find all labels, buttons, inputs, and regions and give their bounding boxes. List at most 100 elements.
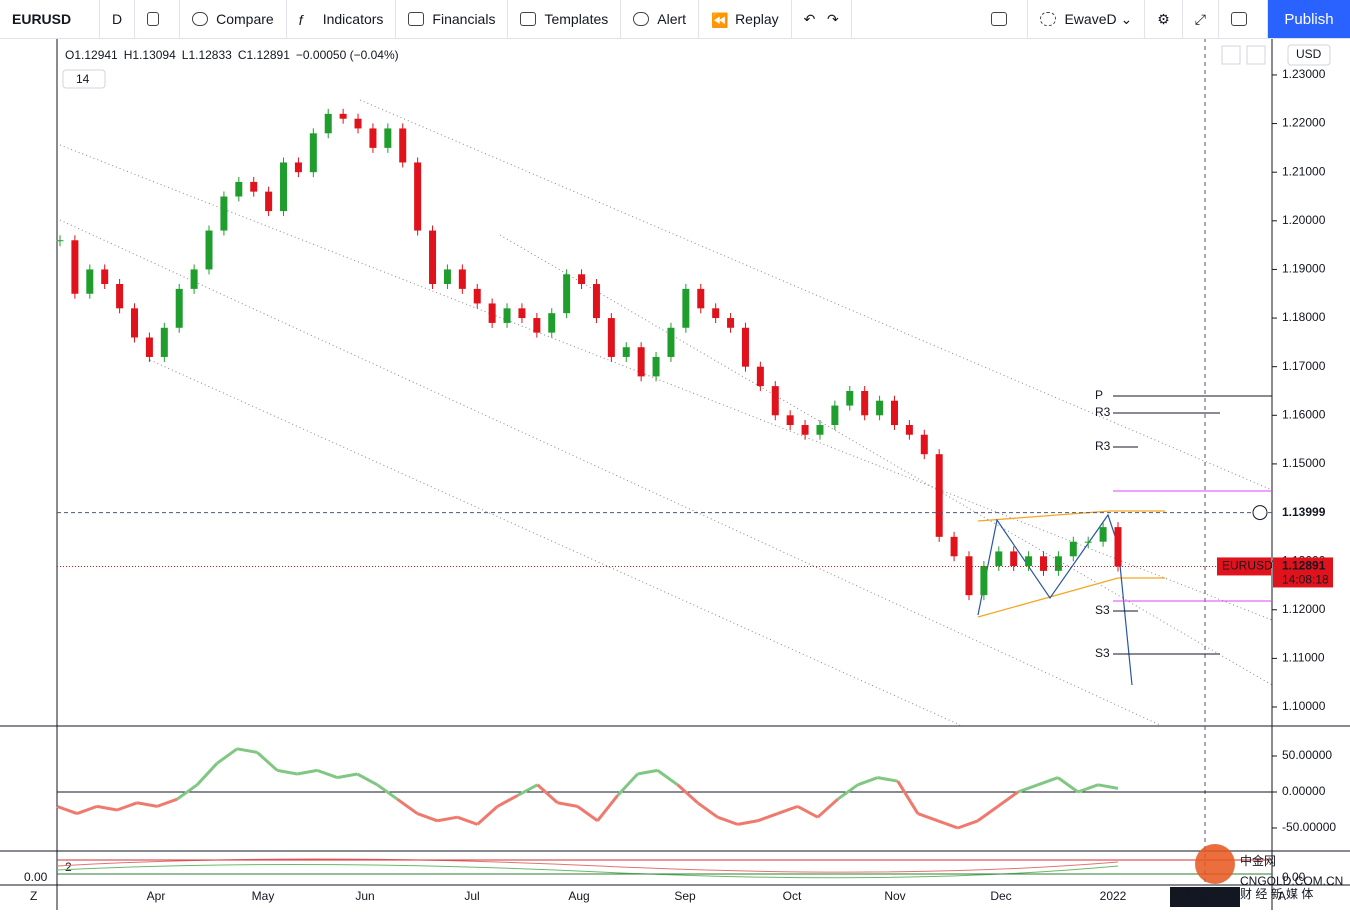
currency-select[interactable] xyxy=(1287,44,1331,66)
osc-tick-label: 0.00000 xyxy=(1282,784,1326,798)
candle xyxy=(965,556,973,596)
candle xyxy=(578,274,586,285)
candle xyxy=(190,269,198,289)
financials-label[interactable]: Financials xyxy=(432,11,496,27)
oscillator-segment xyxy=(416,812,438,823)
oscillator-segment xyxy=(1077,783,1099,794)
symbol-tag xyxy=(1217,557,1271,576)
y-tick-label: 1.21000 xyxy=(1282,164,1326,178)
alert-label[interactable]: Alert xyxy=(657,11,687,27)
oscillator-segment xyxy=(997,790,1019,808)
osc-tick-label: 50.00000 xyxy=(1282,748,1332,762)
oscillator-segment xyxy=(637,768,658,776)
layout-label[interactable]: EwaveD xyxy=(1064,11,1117,27)
candle xyxy=(682,288,690,328)
candle xyxy=(86,269,94,294)
ohlc-value: H1.13094 xyxy=(124,48,176,62)
x-tick-label: May xyxy=(252,889,275,903)
y-tick-label: 1.10000 xyxy=(1282,699,1326,713)
oscillator-segment xyxy=(676,783,699,804)
candle xyxy=(935,454,943,537)
symbol[interactable]: EURUSD xyxy=(0,0,100,38)
fullscreen-toggle[interactable] xyxy=(979,0,1029,38)
countdown: 14:08:18 xyxy=(1282,573,1329,587)
interval[interactable]: D xyxy=(100,0,136,38)
oscillator-segment xyxy=(176,783,199,801)
candle xyxy=(145,337,153,357)
symbol-tag-label: EURUSD xyxy=(1222,559,1273,573)
oscillator-segment xyxy=(576,805,599,822)
level-label: R3 xyxy=(1095,405,1111,419)
oscillator-segment xyxy=(596,794,619,822)
x-tick-label: Dec xyxy=(990,889,1011,903)
oscillator-segment xyxy=(496,794,519,808)
oscillator-segment xyxy=(456,815,478,826)
currency[interactable]: USD xyxy=(1296,47,1322,61)
compare-label[interactable]: Compare xyxy=(216,11,274,27)
watermark-logo xyxy=(1195,844,1235,884)
price-tag xyxy=(1273,503,1333,522)
oscillator-segment xyxy=(917,812,939,823)
replay-label[interactable]: Replay xyxy=(735,11,779,27)
candle xyxy=(771,386,779,416)
y-tick-label: 1.20000 xyxy=(1282,213,1326,227)
publish[interactable]: Publish xyxy=(1268,0,1350,38)
osc-tick-label: -50.00000 xyxy=(1282,820,1336,834)
snapshot[interactable] xyxy=(1219,0,1268,38)
level-label: P xyxy=(1095,388,1103,402)
candle xyxy=(265,191,273,212)
candle xyxy=(101,269,109,285)
candle xyxy=(548,313,556,333)
candle xyxy=(727,318,735,328)
cursor-date: 28 Jan '22 xyxy=(1177,889,1232,903)
chart-type[interactable] xyxy=(135,0,181,38)
candle xyxy=(533,318,541,333)
toolbar: EURUSD D Compare f Indicators Financials … xyxy=(0,0,1350,39)
candle xyxy=(369,128,377,148)
layout[interactable]: EwaveD ⌄ xyxy=(1028,0,1146,38)
footer-right[interactable]: A xyxy=(1278,889,1286,903)
candle xyxy=(816,425,824,435)
oscillator-segment xyxy=(536,783,559,804)
candle xyxy=(905,425,913,435)
ohlc-value: C1.12891 xyxy=(238,48,290,62)
indicators[interactable]: f Indicators xyxy=(287,0,397,38)
undo-redo[interactable]: ↶ ↷ xyxy=(792,0,852,38)
templates[interactable]: Templates xyxy=(508,0,622,38)
oscillator-segment xyxy=(976,805,999,822)
alert[interactable]: Alert xyxy=(621,0,700,38)
settings[interactable]: ⚙ xyxy=(1145,0,1183,38)
triangle-top xyxy=(977,510,1165,522)
indicators-label[interactable]: Indicators xyxy=(322,11,384,27)
y-tick-label: 1.17000 xyxy=(1282,359,1326,373)
add-alert xyxy=(1252,505,1268,521)
indicator-chip xyxy=(62,69,106,89)
oscillator-segment xyxy=(96,804,118,812)
indicator-length: 14 xyxy=(76,72,90,86)
candle xyxy=(235,181,243,197)
candle xyxy=(861,390,869,416)
footer-left[interactable]: Z xyxy=(30,889,37,903)
candle xyxy=(354,118,362,129)
candle xyxy=(1010,551,1018,567)
candle xyxy=(473,288,481,304)
oscillator-segment xyxy=(516,783,539,797)
candle xyxy=(563,274,571,314)
compare[interactable]: Compare xyxy=(180,0,287,38)
y-tick-label: 1.18000 xyxy=(1282,310,1326,324)
oscillator-segment xyxy=(1017,783,1039,794)
financials[interactable]: Financials xyxy=(396,0,509,38)
triangle-bottom xyxy=(977,577,1165,618)
level-label: S3 xyxy=(1095,646,1110,660)
candle xyxy=(503,308,511,323)
expand[interactable]: ⤢ xyxy=(1183,0,1219,38)
button[interactable] xyxy=(1246,45,1266,65)
oscillator-segment xyxy=(937,819,959,830)
x-tick-label: Oct xyxy=(783,889,802,903)
button[interactable] xyxy=(1221,45,1241,65)
candle xyxy=(950,536,958,557)
replay[interactable]: ⏪ Replay xyxy=(699,0,792,38)
oscillator-segment xyxy=(76,804,98,815)
x-tick-label: Jul xyxy=(464,889,479,903)
templates-label[interactable]: Templates xyxy=(544,11,609,27)
